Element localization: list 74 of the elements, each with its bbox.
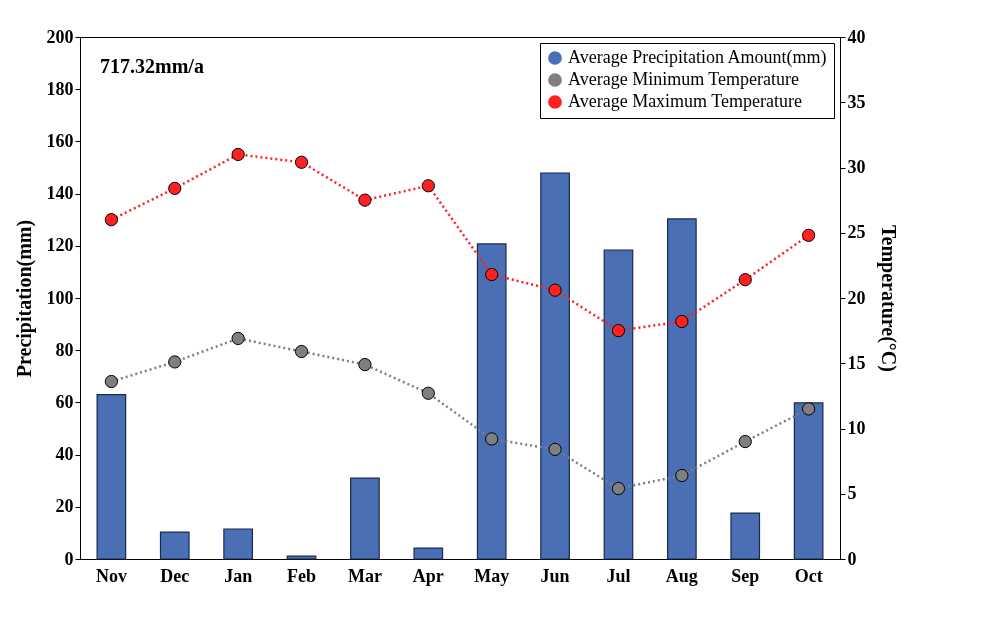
legend-label: Average Maximum Temperature: [568, 91, 802, 111]
point: [548, 283, 562, 297]
bar: [413, 547, 444, 560]
point: [485, 267, 499, 282]
point: [421, 386, 435, 400]
y-tick-label: 200: [46, 26, 74, 47]
y2-tick-label: 25: [847, 222, 866, 243]
y2-tick-label: 10: [847, 418, 866, 438]
y-tick-label: 20: [55, 496, 74, 517]
bar: [603, 249, 634, 560]
x-tick-label: Dec: [160, 565, 190, 586]
point: [675, 314, 689, 329]
x-tick-label: Apr: [412, 565, 444, 586]
point: [358, 357, 372, 372]
bar: [286, 555, 317, 560]
y2-tick-label: 5: [847, 483, 857, 504]
y2-tick-label: 0: [847, 548, 857, 569]
bar: [540, 172, 570, 560]
y-tick-label: 140: [46, 183, 74, 204]
x-tick-label: May: [474, 565, 510, 586]
x-tick-label: Jun: [540, 565, 570, 586]
point: [168, 355, 182, 369]
y2-tick-label: 40: [847, 26, 866, 47]
y-tick-label: 160: [46, 130, 74, 151]
y-tick-label: 60: [55, 391, 74, 412]
y2-tick-label: 20: [847, 287, 866, 308]
y-axis-title: Precipitation(mm): [12, 219, 36, 378]
x-tick-label: Aug: [665, 565, 698, 586]
x-tick-label: Jul: [606, 565, 631, 586]
legend-label: Average Precipitation Amount(mm): [568, 47, 827, 68]
point: [611, 481, 626, 496]
point: [421, 179, 435, 193]
x-tick-label: Feb: [287, 565, 317, 586]
y-tick-label: 0: [64, 548, 74, 569]
y2-tick-label: 35: [847, 91, 866, 112]
y-tick-label: 120: [46, 235, 74, 256]
bar: [223, 528, 254, 560]
bar: [96, 393, 127, 560]
y2-axis-title: Temperature(°C): [876, 225, 900, 372]
x-tick-label: Nov: [95, 565, 127, 586]
x-tick-label: Mar: [347, 565, 382, 586]
bar: [666, 218, 697, 560]
point: [168, 181, 182, 195]
y-tick-label: 80: [55, 339, 74, 360]
point: [802, 402, 816, 416]
y2-tick-label: 30: [847, 157, 866, 177]
bar: [730, 512, 761, 560]
point: [231, 331, 245, 346]
point: [675, 468, 689, 483]
point: [294, 344, 309, 359]
point: [358, 193, 372, 207]
y-tick-label: 40: [55, 444, 74, 465]
legend-label: Average Minimum Temperature: [568, 69, 799, 89]
point: [485, 432, 499, 446]
x-tick-label: Jan: [224, 565, 253, 586]
point: [548, 442, 562, 456]
annotation: 717.32mm/a: [100, 55, 204, 77]
point: [738, 273, 752, 287]
point: [611, 324, 626, 338]
point: [802, 228, 816, 242]
x-tick-label: Oct: [794, 565, 823, 586]
bar: [793, 402, 824, 560]
y-tick-label: 180: [46, 78, 74, 99]
x-tick-label: Sep: [731, 565, 760, 586]
y-tick-label: 100: [46, 287, 74, 308]
point: [231, 147, 245, 162]
bar: [350, 477, 380, 560]
bar: [159, 531, 190, 560]
point: [738, 434, 752, 449]
point: [104, 374, 118, 389]
y2-tick-label: 15: [847, 352, 866, 373]
point: [104, 213, 118, 227]
point: [294, 155, 309, 169]
bar: [476, 243, 507, 560]
